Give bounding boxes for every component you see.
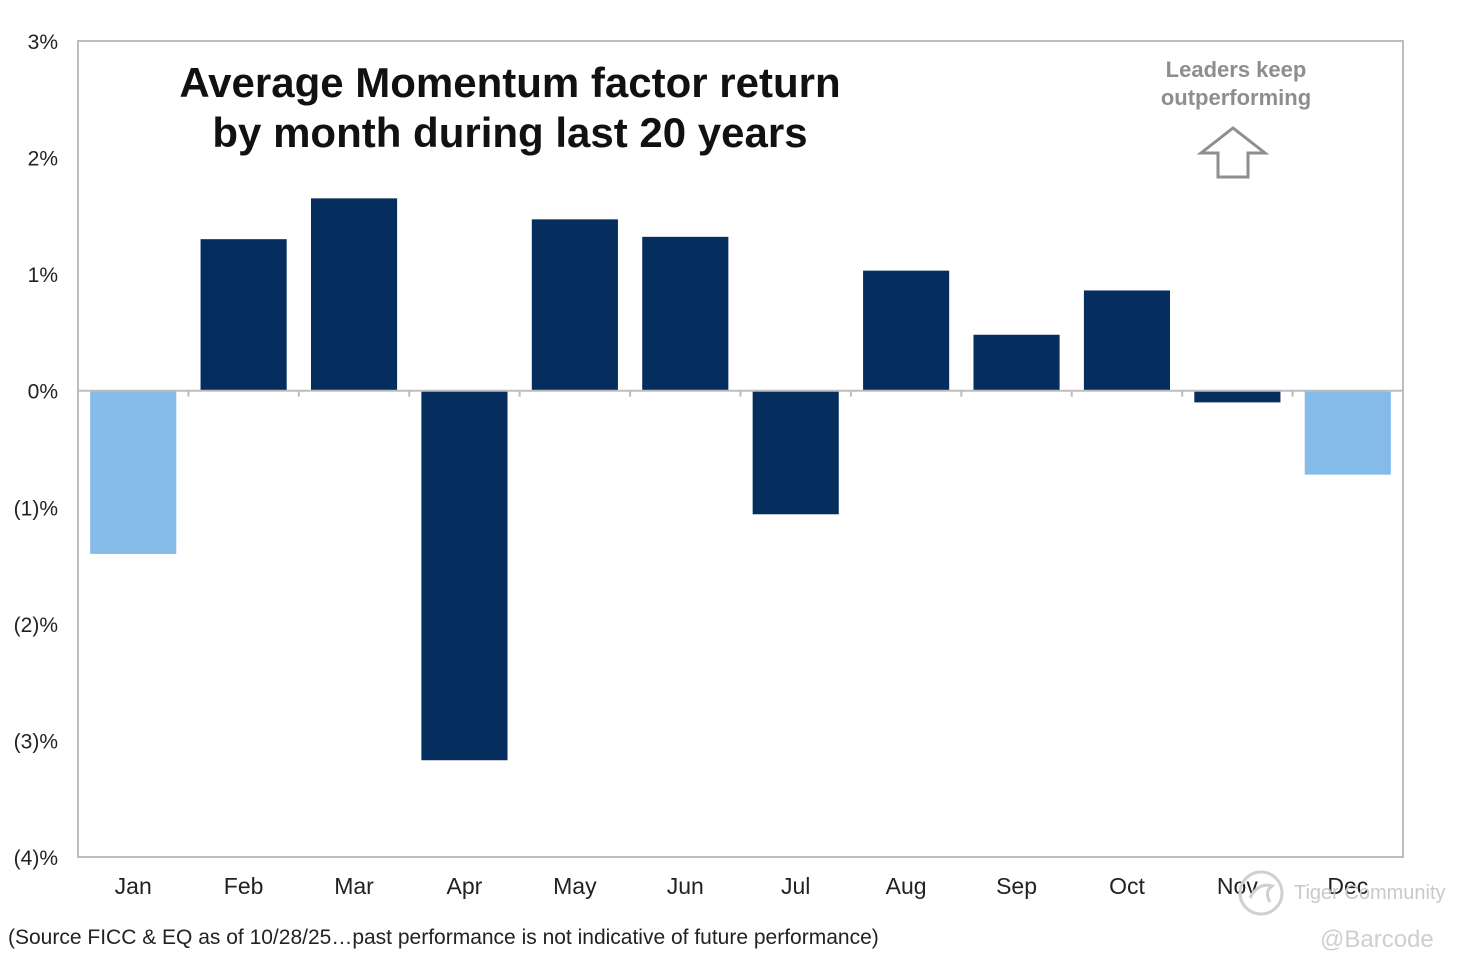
x-tick-label-feb: Feb (224, 873, 264, 899)
x-tick-label-jun: Jun (667, 873, 704, 899)
x-tick-label-oct: Oct (1109, 873, 1145, 899)
source-footnote: (Source FICC & EQ as of 10/28/25…past pe… (8, 926, 879, 949)
tiger-logo-icon (1238, 870, 1284, 916)
bar-jul (752, 390, 839, 515)
x-tick-label-apr: Apr (447, 873, 483, 899)
annotation: Leaders keep outperforming (1136, 56, 1336, 112)
watermark-handle: @Barcode (1320, 926, 1434, 953)
x-tick-label-sep: Sep (996, 873, 1037, 899)
x-tick-label-mar: Mar (334, 873, 374, 899)
bar-oct (1083, 290, 1171, 391)
annotation-line-2: outperforming (1160, 85, 1312, 110)
x-tick-label-aug: Aug (886, 873, 927, 899)
bar-sep (973, 334, 1060, 391)
bar-feb (200, 239, 287, 391)
y-tick-label: 0% (28, 381, 58, 404)
bar-jan (90, 390, 177, 554)
y-tick-label: (2)% (14, 614, 58, 637)
chart-title: Average Momentum factor return by month … (150, 58, 870, 158)
x-axis-ticks: Jan Feb Mar Apr May Jun Jul Aug Sep Oct Nov Dec (77, 390, 1368, 899)
x-tick-label-jan: Jan (115, 873, 152, 899)
x-tick-label-may: May (553, 873, 597, 899)
y-tick-label: (1)% (14, 497, 58, 520)
bar-may (531, 219, 618, 391)
y-axis-ticks: 3% 2% 1% 0% (1)% (2)% (3)% (4)% (14, 31, 58, 870)
watermark-community: Tiger Community (1294, 882, 1446, 904)
bars-group (90, 198, 1391, 761)
bar-nov (1194, 390, 1281, 403)
plot-frame (77, 40, 1404, 858)
y-tick-label: (4)% (14, 847, 58, 870)
bar-mar (310, 198, 398, 391)
y-tick-label: (3)% (14, 730, 58, 753)
bar-dec (1304, 390, 1391, 475)
bar-jun (642, 236, 729, 391)
y-tick-label: 1% (28, 264, 58, 287)
bar-apr (421, 390, 508, 761)
annotation-line-1: Leaders keep (1165, 57, 1307, 82)
x-tick-label-dec: Dec (1327, 873, 1368, 899)
x-tick-label-jul: Jul (781, 873, 810, 899)
up-arrow-icon (1196, 126, 1270, 179)
bar-aug (863, 270, 950, 391)
y-tick-label: 2% (28, 148, 58, 171)
chart-title-line-1: Average Momentum factor return (179, 59, 841, 106)
y-tick-label: 3% (28, 31, 58, 54)
chart-title-line-2: by month during last 20 years (212, 109, 808, 156)
